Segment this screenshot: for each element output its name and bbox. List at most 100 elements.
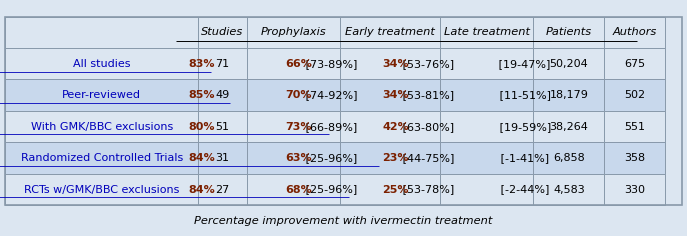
Text: 84%: 84% bbox=[189, 185, 216, 195]
Bar bbox=[340, 80, 440, 111]
Bar bbox=[247, 111, 340, 142]
Text: 34%: 34% bbox=[382, 90, 409, 100]
Bar bbox=[605, 142, 665, 174]
Bar bbox=[605, 80, 665, 111]
Text: Studies: Studies bbox=[201, 27, 244, 37]
Bar bbox=[534, 48, 605, 80]
Text: Authors: Authors bbox=[613, 27, 657, 37]
Bar bbox=[605, 17, 665, 48]
Text: 73%: 73% bbox=[286, 122, 312, 132]
Bar bbox=[247, 80, 340, 111]
Text: With GMK/BBC exclusions: With GMK/BBC exclusions bbox=[31, 122, 173, 132]
Text: 23%: 23% bbox=[382, 153, 409, 163]
Text: 49: 49 bbox=[215, 90, 229, 100]
Bar bbox=[534, 174, 605, 205]
Bar bbox=[340, 48, 440, 80]
Text: Patients: Patients bbox=[546, 27, 592, 37]
Text: 330: 330 bbox=[624, 185, 645, 195]
Bar bbox=[534, 17, 605, 48]
Bar bbox=[198, 80, 247, 111]
Bar bbox=[534, 80, 605, 111]
Text: 675: 675 bbox=[624, 59, 645, 69]
Text: 31: 31 bbox=[216, 153, 229, 163]
Text: [-2-44%]: [-2-44%] bbox=[497, 185, 550, 195]
Bar bbox=[440, 80, 534, 111]
Text: [44-75%]: [44-75%] bbox=[399, 153, 454, 163]
Bar bbox=[440, 111, 534, 142]
Text: 85%: 85% bbox=[189, 90, 215, 100]
Text: 502: 502 bbox=[624, 90, 645, 100]
Text: 70%: 70% bbox=[286, 90, 312, 100]
Text: 42%: 42% bbox=[382, 122, 409, 132]
Bar bbox=[247, 48, 340, 80]
Bar bbox=[5, 48, 198, 80]
Text: [19-47%]: [19-47%] bbox=[495, 59, 551, 69]
Text: Randomized Controlled Trials: Randomized Controlled Trials bbox=[21, 153, 183, 163]
Text: [-1-41%]: [-1-41%] bbox=[497, 153, 549, 163]
Text: Percentage improvement with ivermectin treatment: Percentage improvement with ivermectin t… bbox=[194, 216, 493, 226]
Bar bbox=[440, 142, 534, 174]
Bar bbox=[5, 142, 198, 174]
Text: 551: 551 bbox=[624, 122, 645, 132]
Bar bbox=[534, 142, 605, 174]
Bar bbox=[534, 111, 605, 142]
Text: Early treatment: Early treatment bbox=[345, 27, 435, 37]
Text: 51: 51 bbox=[216, 122, 229, 132]
Text: 38,264: 38,264 bbox=[550, 122, 588, 132]
Bar bbox=[5, 17, 682, 205]
Text: 68%: 68% bbox=[285, 185, 312, 195]
Text: Late treatment: Late treatment bbox=[444, 27, 530, 37]
Bar bbox=[440, 174, 534, 205]
Text: [53-81%]: [53-81%] bbox=[399, 90, 454, 100]
Bar bbox=[5, 80, 198, 111]
Text: 63%: 63% bbox=[285, 153, 312, 163]
Text: 84%: 84% bbox=[189, 153, 216, 163]
Bar bbox=[5, 17, 198, 48]
Bar bbox=[340, 111, 440, 142]
Text: 27: 27 bbox=[215, 185, 229, 195]
Text: 80%: 80% bbox=[189, 122, 215, 132]
Text: 50,204: 50,204 bbox=[550, 59, 588, 69]
Text: [53-76%]: [53-76%] bbox=[399, 59, 454, 69]
Bar bbox=[247, 142, 340, 174]
Text: Prophylaxis: Prophylaxis bbox=[260, 27, 326, 37]
Text: 4,583: 4,583 bbox=[553, 185, 585, 195]
Bar bbox=[340, 174, 440, 205]
Bar bbox=[440, 48, 534, 80]
Bar bbox=[340, 142, 440, 174]
Text: [19-59%]: [19-59%] bbox=[495, 122, 551, 132]
Text: [25-96%]: [25-96%] bbox=[302, 185, 357, 195]
Text: RCTs w/GMK/BBC exclusions: RCTs w/GMK/BBC exclusions bbox=[24, 185, 179, 195]
Bar bbox=[605, 174, 665, 205]
Bar bbox=[198, 17, 247, 48]
Text: 83%: 83% bbox=[189, 59, 215, 69]
Text: [63-80%]: [63-80%] bbox=[399, 122, 454, 132]
Text: 25%: 25% bbox=[382, 185, 409, 195]
Text: 358: 358 bbox=[624, 153, 645, 163]
Text: All studies: All studies bbox=[73, 59, 131, 69]
Bar bbox=[5, 111, 198, 142]
Text: [11-51%]: [11-51%] bbox=[495, 90, 551, 100]
Bar bbox=[198, 111, 247, 142]
Bar bbox=[247, 174, 340, 205]
Bar bbox=[605, 111, 665, 142]
Bar bbox=[5, 174, 198, 205]
Text: 34%: 34% bbox=[382, 59, 409, 69]
Text: [25-96%]: [25-96%] bbox=[302, 153, 357, 163]
Text: [74-92%]: [74-92%] bbox=[302, 90, 357, 100]
Text: 6,858: 6,858 bbox=[553, 153, 585, 163]
Bar bbox=[440, 17, 534, 48]
Bar bbox=[605, 48, 665, 80]
Text: 66%: 66% bbox=[285, 59, 312, 69]
Text: [66-89%]: [66-89%] bbox=[302, 122, 357, 132]
Bar bbox=[340, 17, 440, 48]
Text: 71: 71 bbox=[216, 59, 229, 69]
Text: [73-89%]: [73-89%] bbox=[302, 59, 357, 69]
Text: Peer-reviewed: Peer-reviewed bbox=[63, 90, 142, 100]
Text: [53-78%]: [53-78%] bbox=[399, 185, 454, 195]
Bar bbox=[247, 17, 340, 48]
Text: 18,179: 18,179 bbox=[550, 90, 588, 100]
Bar bbox=[198, 174, 247, 205]
Bar bbox=[198, 142, 247, 174]
Bar bbox=[198, 48, 247, 80]
